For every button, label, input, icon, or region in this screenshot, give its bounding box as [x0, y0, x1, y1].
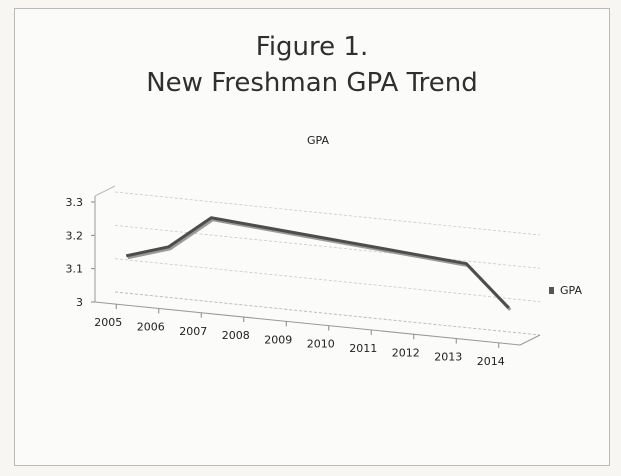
legend: GPA [549, 284, 582, 297]
x-tick-label: 2014 [477, 355, 505, 368]
x-tick-label: 2006 [137, 320, 165, 333]
series-line-gpa [125, 216, 510, 309]
y-tick-label: 3.3 [66, 196, 84, 209]
x-tick-label: 2012 [392, 346, 420, 359]
gridlines [114, 191, 541, 336]
slide-title: Figure 1. New Freshman GPA Trend [15, 29, 609, 101]
series-lines [125, 216, 512, 311]
title-line-1: Figure 1. [255, 32, 369, 62]
y-tick-label: 3.1 [66, 263, 84, 276]
title-line-2: New Freshman GPA Trend [146, 68, 478, 98]
legend-swatch [549, 287, 554, 294]
gridline [114, 258, 541, 303]
x-tick-label: 2008 [222, 329, 250, 342]
y-tick-label: 3 [76, 296, 83, 309]
x-tick-label: 2005 [94, 316, 122, 329]
chart-title: GPA [307, 134, 329, 147]
slide: Figure 1. New Freshman GPA Trend [14, 8, 610, 466]
legend-label: GPA [560, 284, 582, 297]
x-tick-label: 2013 [434, 351, 462, 364]
gridline [114, 224, 541, 269]
x-tick-label: 2007 [179, 325, 207, 338]
x-axis-front [94, 301, 521, 346]
x-axis-back [114, 291, 541, 336]
depth-edge-right [519, 334, 541, 346]
x-tick-labels: 2005 2006 2007 2008 2009 2010 2011 2012 2013 2014 [94, 316, 505, 368]
y-tick-label: 3.2 [66, 229, 84, 242]
gridline [114, 191, 541, 236]
x-tick-label: 2011 [349, 342, 377, 355]
x-tick-label: 2009 [264, 333, 292, 346]
depth-edge-top [94, 185, 116, 197]
series-line-shadow [127, 218, 512, 311]
x-tick-label: 2010 [307, 338, 335, 351]
y-tick-labels: 3 3.1 3.2 3.3 [66, 196, 84, 309]
axes [91, 185, 541, 348]
